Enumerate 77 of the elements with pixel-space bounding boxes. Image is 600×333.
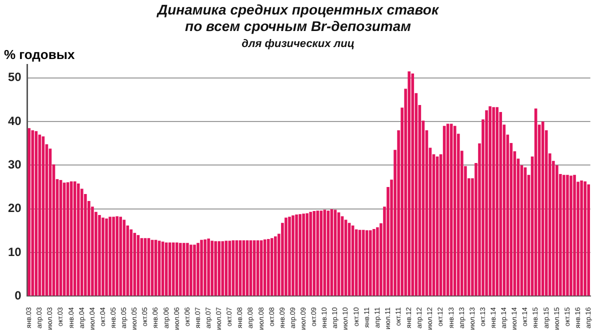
bar <box>450 124 453 296</box>
bar <box>266 238 270 296</box>
y-tick-label: 50 <box>8 70 22 84</box>
bar <box>365 230 368 296</box>
bar <box>566 174 569 296</box>
bar <box>274 236 277 296</box>
bar <box>186 242 189 296</box>
bar <box>122 220 126 296</box>
bar <box>284 218 288 296</box>
bar <box>224 240 228 296</box>
bar <box>221 241 224 296</box>
y-tick-label: 10 <box>8 244 22 259</box>
bar <box>556 165 558 296</box>
bar <box>196 242 200 296</box>
bar <box>362 230 365 296</box>
bar <box>116 216 118 296</box>
bar <box>193 244 196 296</box>
bar <box>210 240 214 296</box>
bar <box>214 241 218 296</box>
bar <box>411 74 414 296</box>
bar <box>376 227 379 296</box>
bar <box>112 216 115 296</box>
bar <box>295 214 298 296</box>
bar <box>302 214 305 296</box>
chart-subtitle: для физических лиц <box>242 38 354 50</box>
y-tick-label: 20 <box>8 201 22 216</box>
bar <box>312 211 316 296</box>
bar <box>270 238 274 296</box>
bar <box>34 131 38 296</box>
bar <box>492 107 495 296</box>
bar <box>218 241 221 296</box>
bar <box>309 212 312 296</box>
bar <box>288 216 291 296</box>
bar <box>562 174 566 296</box>
bar <box>488 106 492 296</box>
bar <box>168 242 172 296</box>
bar <box>119 216 122 296</box>
bar <box>372 228 376 296</box>
bar <box>105 218 108 296</box>
bar <box>102 218 104 296</box>
bar <box>207 238 210 296</box>
bar <box>354 229 358 296</box>
bar <box>182 242 186 296</box>
bar <box>204 239 206 296</box>
bar <box>358 230 362 296</box>
bar <box>175 242 178 296</box>
bar <box>172 242 175 296</box>
bar <box>263 239 266 296</box>
bar <box>584 181 586 296</box>
bar <box>485 110 488 296</box>
bar <box>190 244 192 296</box>
bar <box>298 214 302 296</box>
bar <box>73 181 76 296</box>
bar <box>580 180 583 296</box>
bar <box>130 229 133 296</box>
bar <box>76 184 80 296</box>
bar <box>587 184 590 296</box>
bar <box>453 126 456 296</box>
bar <box>179 242 182 296</box>
chart-title: Динамика средних процентных ставок по всем срочным Br-депозитам <box>156 1 440 34</box>
bar <box>573 174 576 296</box>
bar <box>28 128 31 296</box>
bar <box>496 107 499 296</box>
bar <box>108 216 112 296</box>
bar <box>292 215 294 296</box>
y-tick-label: 40 <box>8 114 22 128</box>
y-tick-label: 30 <box>8 158 22 172</box>
bar <box>200 240 203 296</box>
bar <box>408 71 411 296</box>
y-axis-title: % годовых <box>4 46 76 62</box>
y-tick-label: 0 <box>14 288 22 302</box>
bar <box>306 213 308 296</box>
bar <box>369 230 372 296</box>
bar <box>98 214 101 296</box>
bar <box>316 210 320 296</box>
bar <box>31 130 34 296</box>
bar <box>570 176 572 296</box>
